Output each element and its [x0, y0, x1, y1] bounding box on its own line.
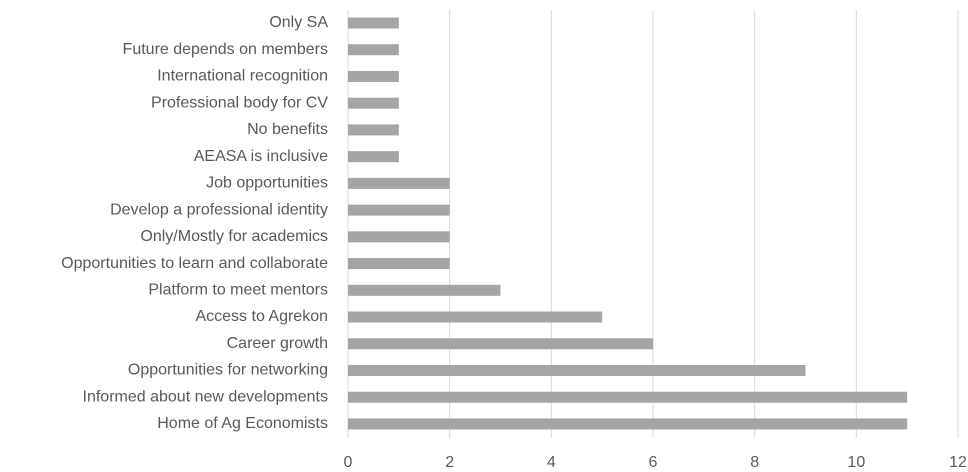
bar — [348, 338, 653, 350]
y-tick-label: Only SA — [269, 14, 328, 31]
x-tick-label: 6 — [649, 454, 658, 471]
y-tick-label: Opportunities for networking — [128, 362, 328, 379]
bar — [348, 44, 399, 56]
bar — [348, 284, 501, 296]
y-tick-label: Opportunities to learn and collaborate — [61, 255, 328, 272]
y-tick-label: Future depends on members — [123, 41, 328, 58]
bar — [348, 231, 450, 243]
x-tick-label: 12 — [949, 454, 967, 471]
y-tick-label: Only/Mostly for academics — [140, 228, 328, 245]
x-tick-label: 8 — [750, 454, 759, 471]
y-tick-label: Informed about new developments — [83, 388, 328, 405]
bar — [348, 204, 450, 216]
bar — [348, 311, 603, 323]
bar — [348, 258, 450, 270]
bar — [348, 124, 399, 136]
bar — [348, 418, 908, 430]
y-tick-label: Career growth — [227, 335, 328, 352]
y-tick-label: Job opportunities — [206, 175, 328, 192]
bar — [348, 97, 399, 109]
y-tick-label: International recognition — [157, 68, 328, 85]
x-tick-label: 4 — [547, 454, 556, 471]
x-tick-label: 2 — [445, 454, 454, 471]
y-tick-label: No benefits — [247, 121, 328, 138]
bar — [348, 151, 399, 163]
bar — [348, 364, 806, 376]
bar — [348, 17, 399, 29]
y-tick-label: Access to Agrekon — [195, 308, 328, 325]
x-tick-label: 10 — [847, 454, 865, 471]
y-tick-label: Home of Ag Economists — [157, 415, 328, 432]
bar — [348, 391, 908, 403]
y-tick-label: AEASA is inclusive — [194, 148, 328, 165]
x-tick-label: 0 — [344, 454, 353, 471]
y-tick-label: Platform to meet mentors — [148, 282, 328, 299]
y-tick-label: Professional body for CV — [151, 94, 328, 111]
y-tick-label: Develop a professional identity — [110, 201, 328, 218]
bar — [348, 177, 450, 189]
bar — [348, 70, 399, 82]
